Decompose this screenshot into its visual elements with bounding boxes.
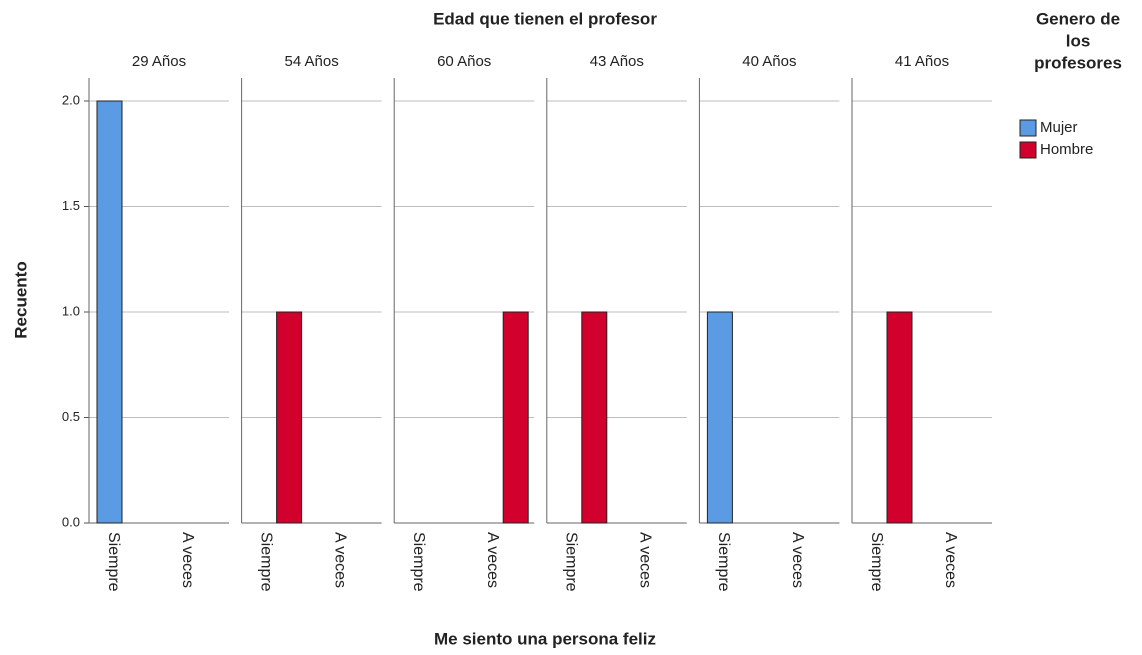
legend-label: Hombre	[1040, 141, 1093, 158]
x-tick-label: A veces	[789, 532, 806, 588]
bar	[886, 311, 913, 524]
x-tick-label: Siempre	[105, 532, 122, 592]
x-tick-label: Siempre	[868, 532, 885, 592]
panel-label: 29 Años	[132, 53, 186, 70]
panel-label: 41 Años	[895, 53, 949, 70]
legend-label: Mujer	[1040, 119, 1078, 136]
x-tick-label: A veces	[484, 532, 501, 588]
x-tick-label: Siempre	[410, 532, 427, 592]
panel-label: 60 Años	[437, 53, 491, 70]
x-tick-label: Siempre	[563, 532, 580, 592]
x-axis-label: Me siento una persona feliz	[434, 629, 656, 648]
y-tick-label: 1.5	[62, 198, 80, 213]
x-tick-label: Siempre	[257, 532, 274, 592]
panel-label: 54 Años	[284, 53, 338, 70]
legend-title: Genero de	[1036, 9, 1120, 28]
x-tick-label: A veces	[179, 532, 196, 588]
y-axis-label: Recuento	[11, 261, 30, 338]
panel-label: 43 Años	[590, 53, 644, 70]
legend-title: profesores	[1034, 53, 1122, 72]
y-tick-label: 1.0	[62, 303, 80, 318]
y-tick-label: 0.0	[62, 514, 80, 529]
bar	[581, 311, 608, 524]
chart-title: Edad que tienen el profesor	[433, 9, 657, 28]
y-tick-label: 0.5	[62, 409, 80, 424]
x-tick-label: A veces	[942, 532, 959, 588]
bar	[96, 100, 123, 524]
legend-swatch	[1019, 141, 1037, 159]
y-tick-label: 2.0	[62, 92, 80, 107]
x-tick-label: Siempre	[715, 532, 732, 592]
legend-title: los	[1066, 31, 1091, 50]
panel-label: 40 Años	[742, 53, 796, 70]
x-tick-label: A veces	[637, 532, 654, 588]
bar	[706, 311, 733, 524]
bar	[276, 311, 303, 524]
legend-swatch	[1019, 119, 1037, 137]
bar	[502, 311, 529, 524]
x-tick-label: A veces	[331, 532, 348, 588]
